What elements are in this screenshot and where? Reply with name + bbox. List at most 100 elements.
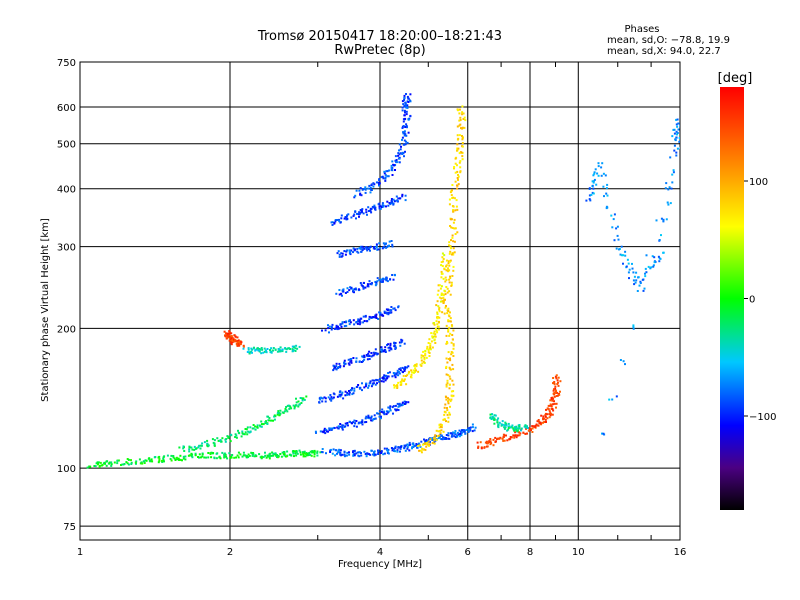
echo-point — [374, 206, 377, 209]
echo-point — [296, 347, 299, 350]
echo-point — [675, 154, 678, 157]
echo-point — [263, 350, 266, 353]
echo-point — [230, 337, 233, 340]
echo-point — [278, 412, 281, 415]
echo-point — [226, 337, 229, 340]
echo-point — [335, 292, 338, 295]
echo-point — [149, 460, 152, 462]
echo-point — [265, 456, 268, 459]
echo-point — [253, 346, 255, 349]
echo-point — [451, 325, 454, 328]
echo-point — [398, 341, 401, 344]
echo-point — [677, 122, 680, 125]
echo-point — [442, 277, 445, 280]
echo-point — [477, 446, 480, 449]
echo-point — [336, 426, 339, 429]
echo-point — [450, 398, 453, 401]
echo-point — [449, 359, 452, 362]
echo-point — [515, 425, 518, 428]
echo-point — [362, 315, 365, 318]
echo-point — [497, 417, 500, 420]
echo-point — [371, 379, 374, 382]
echo-point — [272, 347, 275, 349]
echo-point — [513, 429, 516, 432]
echo-point — [348, 323, 351, 326]
echo-point — [377, 318, 380, 320]
echo-point — [448, 198, 451, 201]
echo-point — [388, 169, 391, 172]
echo-point — [378, 205, 381, 208]
echo-point — [365, 247, 368, 250]
echo-point — [370, 183, 373, 186]
echo-point — [409, 93, 412, 96]
echo-point — [329, 451, 332, 453]
echo-point — [302, 397, 305, 400]
echo-point — [450, 226, 453, 229]
echo-point — [342, 397, 345, 400]
echo-point — [645, 271, 648, 274]
echo-point — [476, 441, 479, 444]
echo-point — [451, 205, 454, 207]
echo-point — [251, 348, 254, 351]
echo-point — [422, 443, 424, 446]
echo-point — [678, 137, 680, 139]
echo-point — [391, 174, 394, 176]
echo-point — [357, 454, 360, 457]
echo-point — [401, 136, 404, 139]
echo-point — [363, 354, 366, 357]
echo-point — [589, 199, 592, 202]
echo-point — [435, 438, 438, 441]
echo-point — [446, 413, 449, 416]
echo-point — [457, 173, 459, 176]
echo-point — [552, 389, 555, 392]
echo-point — [389, 409, 392, 412]
echo-point — [194, 454, 197, 457]
echo-point — [160, 459, 163, 462]
echo-point — [401, 138, 403, 141]
echo-point — [397, 405, 400, 408]
echo-point — [513, 428, 516, 431]
echo-point — [450, 247, 452, 250]
echo-point — [223, 330, 226, 333]
echo-point — [440, 434, 443, 437]
stats-heading: Phases — [624, 24, 659, 35]
echo-point — [397, 306, 400, 309]
echo-point — [399, 450, 401, 453]
echo-point — [351, 422, 353, 425]
echo-point — [279, 346, 282, 349]
echo-point — [325, 428, 328, 431]
echo-point — [449, 293, 452, 296]
echo-point — [340, 214, 343, 217]
echo-point — [325, 430, 328, 433]
echo-point — [258, 453, 261, 456]
echo-point — [143, 460, 146, 463]
echo-point — [235, 343, 238, 346]
echo-point — [193, 448, 196, 451]
echo-point — [342, 424, 345, 427]
echo-point — [252, 452, 255, 455]
echo-point — [387, 372, 390, 374]
echo-point — [407, 101, 410, 103]
echo-point — [312, 451, 315, 454]
echo-point — [429, 342, 432, 345]
echo-point — [461, 105, 464, 108]
echo-point — [403, 403, 406, 405]
echo-point — [393, 372, 396, 375]
echo-point — [440, 270, 443, 273]
colorbar-label: [deg] — [718, 71, 753, 86]
echo-point — [237, 451, 240, 454]
echo-point — [389, 344, 392, 347]
echo-point — [379, 207, 382, 210]
echo-point — [110, 463, 113, 466]
echo-point — [456, 184, 458, 187]
echo-point — [237, 429, 239, 432]
echo-point — [407, 372, 410, 375]
echo-point — [447, 314, 450, 317]
echo-point — [447, 432, 450, 435]
echo-point — [331, 221, 334, 224]
echo-point — [396, 387, 399, 389]
echo-point — [258, 349, 261, 352]
echo-point — [383, 310, 386, 313]
echo-point — [239, 453, 242, 456]
echo-point — [361, 421, 363, 423]
